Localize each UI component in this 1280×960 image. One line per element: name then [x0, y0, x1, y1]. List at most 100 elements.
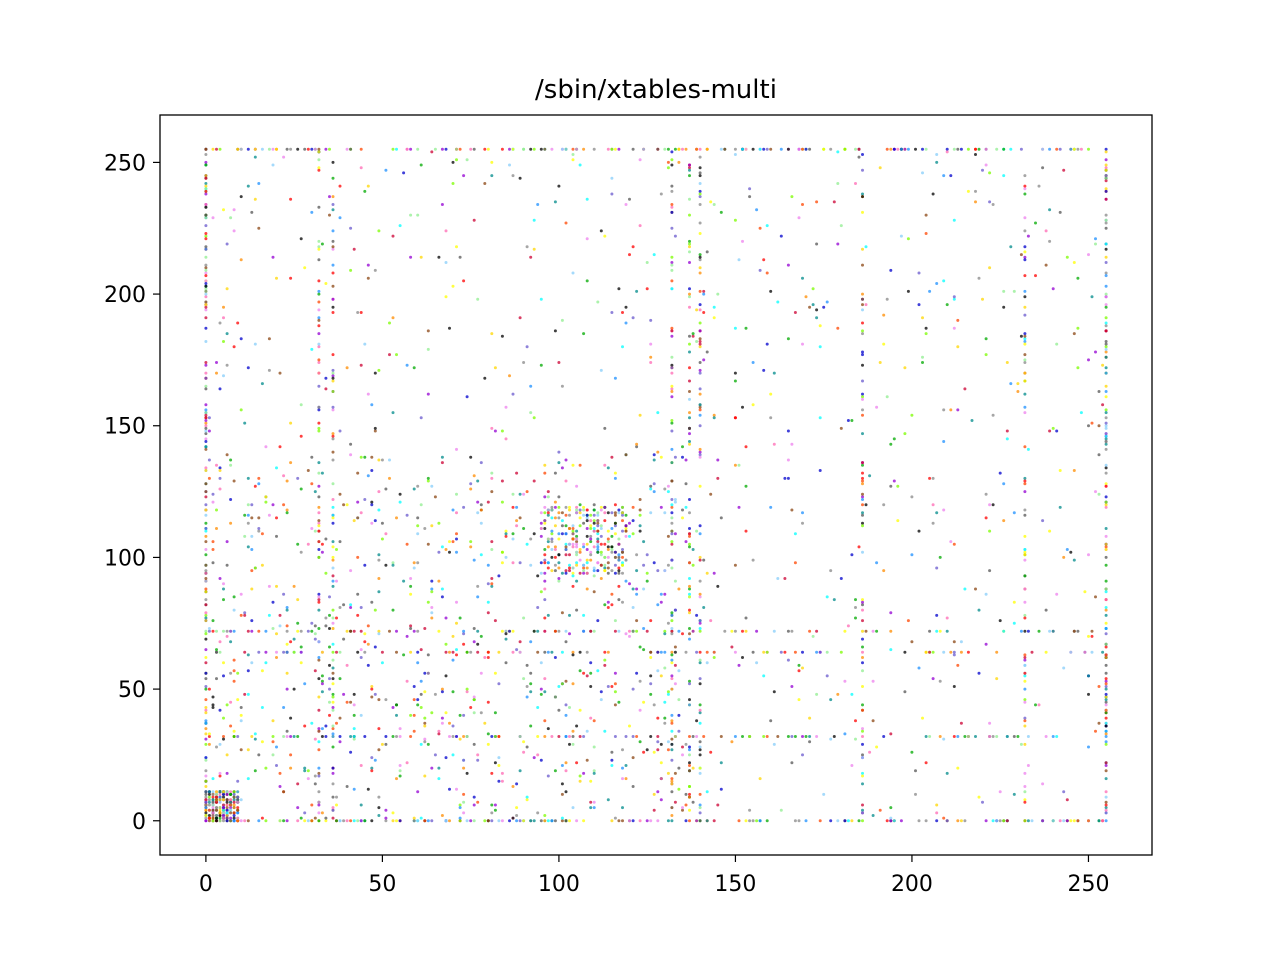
scatter-point: [310, 621, 314, 625]
scatter-point: [317, 555, 321, 559]
scatter-point: [239, 798, 243, 802]
scatter-point: [370, 521, 374, 525]
scatter-point: [313, 490, 317, 494]
scatter-point: [296, 621, 300, 625]
scatter-point: [1037, 629, 1041, 633]
scatter-point: [751, 558, 755, 562]
scatter-point: [560, 764, 564, 767]
scatter-point: [278, 371, 282, 375]
scatter-point: [225, 242, 229, 246]
scatter-point: [751, 403, 755, 407]
scatter-point: [942, 408, 946, 412]
scatter-point: [264, 445, 268, 449]
scatter-point: [204, 598, 208, 602]
scatter-point: [610, 819, 614, 823]
scatter-point: [652, 253, 656, 257]
scatter-point: [271, 719, 275, 723]
scatter-point: [455, 492, 458, 496]
scatter-point: [317, 300, 321, 304]
scatter-point: [289, 197, 293, 201]
scatter-point: [218, 640, 222, 644]
scatter-point: [621, 345, 624, 349]
scatter-point: [317, 332, 321, 336]
scatter-point: [684, 505, 688, 509]
scatter-point: [229, 803, 233, 807]
scatter-point: [1104, 176, 1108, 180]
scatter-point: [624, 777, 628, 781]
scatter-point: [204, 698, 208, 702]
scatter-point: [331, 555, 335, 559]
scatter-point: [289, 716, 293, 720]
scatter-point: [204, 569, 208, 573]
scatter-point: [765, 342, 769, 346]
scatter-point: [204, 677, 208, 681]
scatter-point: [786, 458, 790, 462]
scatter-point: [204, 205, 208, 209]
scatter-point: [575, 537, 579, 541]
scatter-point: [786, 337, 790, 341]
scatter-point: [585, 513, 589, 517]
scatter-point: [592, 503, 596, 507]
scatter-point: [801, 342, 804, 346]
scatter-point: [462, 713, 466, 717]
scatter-point: [536, 735, 540, 738]
scatter-point: [861, 550, 864, 554]
scatter-point: [670, 687, 674, 691]
scatter-point: [264, 819, 268, 823]
scatter-point: [1005, 437, 1009, 441]
scatter-point: [705, 819, 709, 823]
scatter-point: [606, 685, 610, 688]
scatter-point: [250, 210, 254, 214]
scatter-point: [331, 374, 335, 378]
scatter-point: [204, 637, 208, 641]
scatter-point: [861, 195, 864, 199]
scatter-point: [317, 511, 321, 515]
scatter-point: [793, 819, 797, 823]
scatter-point: [1069, 147, 1073, 151]
scatter-point: [613, 471, 617, 475]
scatter-point: [557, 561, 561, 565]
scatter-point: [508, 629, 511, 633]
scatter-point: [670, 384, 674, 388]
scatter-point: [684, 803, 688, 807]
scatter-point: [560, 147, 564, 151]
scatter-point: [606, 511, 610, 515]
scatter-point: [935, 282, 939, 285]
scatter-point: [670, 189, 674, 193]
scatter-point: [218, 487, 222, 491]
scatter-point: [1058, 210, 1062, 214]
y-tick-label: 150: [104, 415, 146, 440]
scatter-point: [497, 819, 501, 823]
scatter-point: [836, 182, 840, 185]
scatter-point: [635, 442, 639, 446]
scatter-point: [596, 532, 600, 536]
scatter-point: [804, 735, 808, 738]
scatter-point: [670, 371, 674, 375]
scatter-point: [635, 587, 639, 591]
scatter-point: [218, 321, 222, 325]
scatter-point: [370, 403, 374, 407]
scatter-point: [211, 798, 215, 802]
scatter-point: [688, 764, 691, 767]
scatter-point: [695, 340, 699, 343]
scatter-point: [409, 147, 413, 151]
scatter-point: [409, 627, 413, 630]
scatter-point: [914, 792, 917, 796]
scatter-point: [317, 740, 321, 744]
scatter-point: [299, 629, 303, 633]
scatter-point: [659, 742, 663, 746]
scatter-point: [546, 613, 550, 617]
scatter-point: [663, 487, 667, 491]
scatter-point: [818, 819, 822, 823]
scatter-point: [638, 498, 642, 501]
scatter-point: [232, 735, 236, 738]
scatter-point: [698, 413, 702, 417]
scatter-point: [1002, 174, 1006, 178]
scatter-point: [589, 553, 593, 557]
scatter-point: [670, 632, 674, 636]
scatter-point: [1104, 292, 1108, 296]
scatter-point: [603, 663, 607, 667]
scatter-point: [211, 808, 215, 812]
scatter-point: [377, 629, 381, 633]
